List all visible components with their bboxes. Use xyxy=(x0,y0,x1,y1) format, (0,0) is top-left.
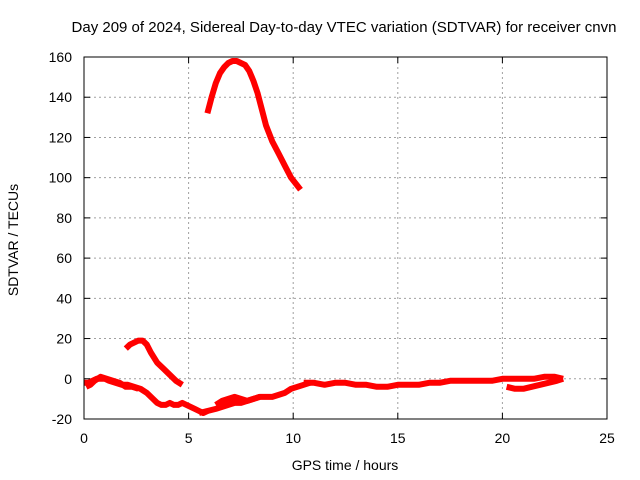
x-tick-label: 25 xyxy=(599,430,615,446)
plot-frame xyxy=(83,56,608,420)
series-line-arc-low-left-b xyxy=(84,373,140,392)
series-line-arc-low-middle-b xyxy=(214,393,261,408)
y-axis-label: SDTVAR / TECUs xyxy=(5,184,21,296)
x-tick-label: 20 xyxy=(495,430,511,446)
series-line-arc-low-right xyxy=(303,373,564,390)
series-group xyxy=(84,58,565,416)
y-tick-label: 60 xyxy=(56,250,72,266)
y-tick-label: 100 xyxy=(49,170,73,186)
x-tick-label: 15 xyxy=(390,430,406,446)
x-tick-label: 5 xyxy=(185,430,193,446)
x-axis-label: GPS time / hours xyxy=(292,457,399,473)
series-line-arc-low-right-b xyxy=(505,375,565,392)
y-tick-label: 80 xyxy=(56,210,72,226)
y-tick-label: 40 xyxy=(56,290,72,306)
y-tick-label: 120 xyxy=(49,129,73,145)
y-tick-label: 0 xyxy=(64,371,72,387)
ticks xyxy=(83,56,608,420)
y-tick-label: 160 xyxy=(49,49,73,65)
y-tick-label: 20 xyxy=(56,331,72,347)
y-tick-label: 140 xyxy=(49,89,73,105)
chart-title: Day 209 of 2024, Sidereal Day-to-day VTE… xyxy=(72,19,617,36)
x-tick-label: 10 xyxy=(285,430,301,446)
series-line-arc-bump xyxy=(123,337,184,388)
series-line-arc-high xyxy=(204,58,303,192)
x-tick-label: 0 xyxy=(80,430,88,446)
y-tick-label: -20 xyxy=(52,411,72,427)
tick-labels: 0 5 10 15 20 25 -20 0 20 40 60 80 100 120 140 160 xyxy=(49,49,615,446)
